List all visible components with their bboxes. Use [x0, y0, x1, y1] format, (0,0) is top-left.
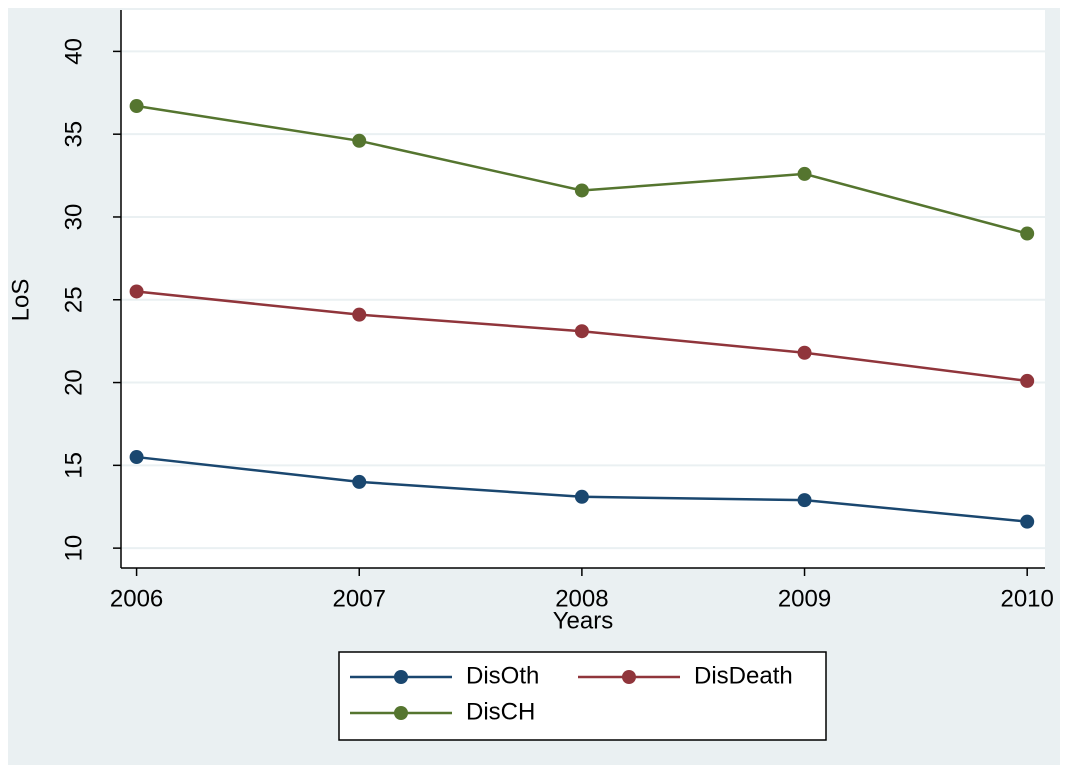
legend-label: DisOth: [466, 662, 539, 689]
x-tick-label: 2009: [778, 585, 831, 612]
point: [352, 307, 367, 322]
x-tick-label: 2007: [333, 585, 386, 612]
point: [1020, 226, 1035, 241]
y-tick-label: 10: [60, 535, 87, 562]
x-axis-title: Years: [553, 607, 614, 634]
point: [797, 493, 812, 508]
y-tick-label: 40: [60, 38, 87, 65]
y-tick-label: 15: [60, 452, 87, 479]
point: [1020, 514, 1035, 529]
point: [797, 166, 812, 181]
y-tick-label: 20: [60, 369, 87, 396]
point: [129, 99, 144, 114]
plot-area: [121, 10, 1045, 568]
x-tick-label: 2010: [1000, 585, 1053, 612]
legend-marker: [622, 670, 636, 684]
point: [574, 183, 589, 198]
legend-marker: [394, 670, 408, 684]
y-tick-label: 25: [60, 286, 87, 313]
point: [797, 345, 812, 360]
point: [129, 284, 144, 299]
legend-box: [338, 651, 827, 741]
legend-label: DisCH: [466, 698, 535, 725]
x-tick-label: 2008: [555, 585, 608, 612]
point: [352, 474, 367, 489]
y-tick-label: 30: [60, 204, 87, 231]
point: [574, 324, 589, 339]
legend-label: DisDeath: [694, 662, 793, 689]
y-axis-title: LoS: [7, 279, 34, 322]
point: [574, 489, 589, 504]
legend-marker: [394, 706, 408, 720]
point: [352, 133, 367, 148]
x-tick-label: 2006: [110, 585, 163, 612]
point: [1020, 373, 1035, 388]
point: [129, 450, 144, 465]
y-tick-label: 35: [60, 121, 87, 148]
